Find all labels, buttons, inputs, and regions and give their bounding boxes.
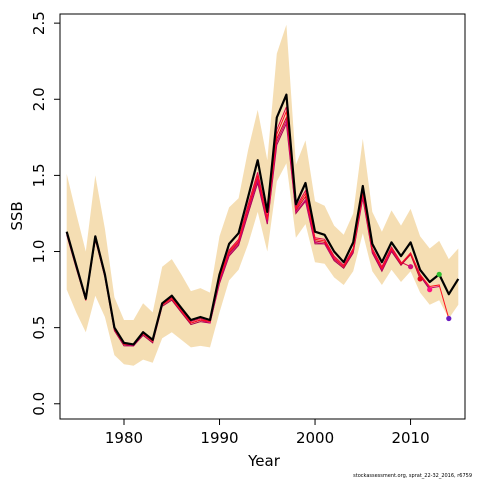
x-tick-label-1980: 1980 bbox=[105, 429, 143, 447]
ssb-line-layer bbox=[65, 93, 460, 346]
y-tick-label-0: 0.0 bbox=[30, 392, 48, 416]
y-axis-title: SSB bbox=[8, 201, 26, 230]
x-axis: 1980 1990 2000 2010 bbox=[105, 418, 430, 447]
retro-endpoint-2012 bbox=[427, 287, 433, 293]
y-axis: 0.0 0.5 1.0 1.5 2.0 2.5 bbox=[30, 11, 61, 416]
retro-endpoint-2010 bbox=[408, 264, 414, 270]
x-tick-label-2010: 2010 bbox=[391, 429, 429, 447]
ssb-line bbox=[65, 93, 460, 346]
y-tick-label-2: 1.0 bbox=[30, 240, 48, 264]
retro-endpoint-2014 bbox=[446, 315, 452, 322]
retro-line-4 bbox=[66, 118, 440, 347]
retrospective-lines-layer bbox=[66, 106, 450, 347]
y-tick-label-4: 2.0 bbox=[30, 87, 48, 111]
y-tick-label-5: 2.5 bbox=[30, 11, 48, 35]
x-tick-label-2000: 2000 bbox=[296, 429, 334, 447]
endpoint-markers-layer bbox=[408, 264, 452, 322]
y-tick-label-1: 0.5 bbox=[30, 316, 48, 340]
y-tick-label-3: 1.5 bbox=[30, 163, 48, 187]
source-footnote: stockassessment.org, sprat_22-32_2016, r… bbox=[353, 473, 472, 479]
retro-endpoint-2013 bbox=[436, 271, 442, 277]
x-tick-label-1990: 1990 bbox=[200, 429, 238, 447]
retro-endpoint-2011 bbox=[417, 276, 423, 282]
x-axis-title: Year bbox=[247, 452, 281, 470]
